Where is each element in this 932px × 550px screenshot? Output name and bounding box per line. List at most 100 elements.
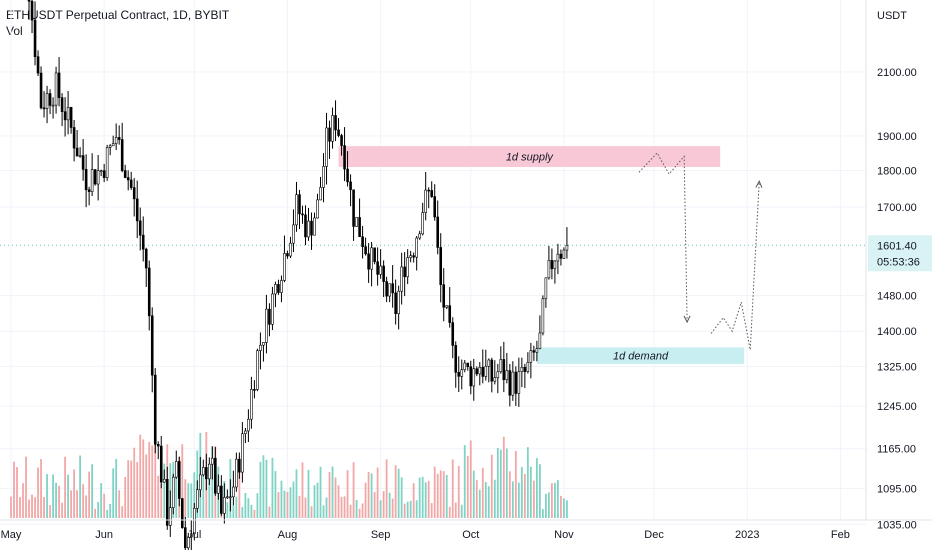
price-tick-label: 1095.00 xyxy=(877,483,917,495)
volume-bar xyxy=(316,482,319,518)
projection-arrowhead xyxy=(683,315,691,324)
candle-body xyxy=(544,277,548,300)
candle-body xyxy=(138,220,142,236)
supply-zone-label: 1d supply xyxy=(506,152,555,164)
volume-bar xyxy=(292,481,295,518)
candle-body xyxy=(406,257,409,278)
candle-body xyxy=(84,169,88,191)
volume-bar xyxy=(551,483,553,518)
volume-bar xyxy=(175,476,178,518)
volume-bar xyxy=(385,459,388,518)
volume-bar xyxy=(511,481,514,518)
volume-bar xyxy=(460,504,463,518)
volume-bar xyxy=(187,483,190,518)
candle-body xyxy=(66,107,70,121)
volume-bar xyxy=(388,492,391,518)
volume-bar xyxy=(79,455,82,518)
candle-body xyxy=(123,170,127,178)
volume-bar xyxy=(535,458,538,518)
volume-bar xyxy=(31,494,33,518)
volume-bar xyxy=(157,475,160,518)
candle-body xyxy=(120,139,124,171)
time-axis[interactable]: May Jun Jul Aug Sep Oct Nov Dec 2023 Feb xyxy=(1,529,850,541)
volume-bar xyxy=(115,458,118,518)
volume-bar xyxy=(463,445,466,518)
candle-body xyxy=(244,430,247,435)
candle-body xyxy=(63,111,67,121)
candle-body xyxy=(36,56,40,74)
candle-body xyxy=(508,370,512,396)
chart-header: ETHUSDT Perpetual Contract, 1D, BYBIT Vo… xyxy=(6,7,229,39)
candle-body xyxy=(190,533,193,538)
demand-zone[interactable] xyxy=(536,347,745,365)
candle-body xyxy=(487,359,491,367)
volume-bar xyxy=(430,503,433,518)
time-tick-label: Nov xyxy=(554,529,574,541)
candle-body xyxy=(226,496,229,499)
candle-body xyxy=(262,342,265,346)
candle-body xyxy=(463,362,467,371)
candle-body xyxy=(526,362,530,372)
volume-bar xyxy=(40,459,42,518)
volume-bar xyxy=(310,506,313,518)
volume-bar xyxy=(403,503,406,518)
candle-body xyxy=(442,284,446,308)
candle-body xyxy=(105,147,109,178)
volume-bar xyxy=(454,502,457,518)
candle-body xyxy=(319,187,322,201)
volume-bar xyxy=(397,468,400,518)
supply-zone[interactable] xyxy=(338,146,721,167)
candle-body xyxy=(340,135,343,146)
price-axis[interactable]: USDT 1035.00 1095.00 1165.00 1245.00 1325.00… xyxy=(877,10,917,531)
candle-body xyxy=(313,217,316,236)
volume-bar xyxy=(286,491,289,518)
volume-bar xyxy=(85,495,88,518)
price-tick-label: 1700.00 xyxy=(877,202,917,214)
volume-bar xyxy=(331,466,334,518)
volume-bar xyxy=(514,451,517,518)
candle-body xyxy=(400,266,403,292)
candle-body xyxy=(102,170,106,178)
volume-bar xyxy=(265,459,268,518)
candle-body xyxy=(229,496,232,499)
volume-bar xyxy=(508,471,511,518)
volume-bar xyxy=(103,493,106,518)
candle-body xyxy=(427,189,430,192)
candle-body xyxy=(90,169,94,192)
volume-bar xyxy=(130,460,133,518)
volume-bar xyxy=(442,471,445,518)
candle-body xyxy=(532,350,536,353)
candle-body xyxy=(295,194,298,226)
volume-bar xyxy=(457,465,460,518)
candle-body xyxy=(439,247,443,285)
candle-body xyxy=(496,371,500,378)
candle-body xyxy=(39,72,43,109)
volume-bar xyxy=(88,471,91,518)
volume-bar xyxy=(490,454,493,518)
volume-bar xyxy=(127,460,130,518)
candle-body xyxy=(42,107,46,110)
volume-bar xyxy=(253,509,256,518)
candle-body xyxy=(307,220,310,238)
candle-body xyxy=(331,115,334,142)
candle-body xyxy=(553,260,557,270)
bar-countdown: 05:53:36 xyxy=(877,256,920,268)
volume-bar xyxy=(517,482,520,518)
candle-body xyxy=(135,198,139,222)
volume-bar xyxy=(58,485,60,518)
candle-body xyxy=(117,137,121,140)
candle-body xyxy=(147,267,151,317)
volume-bar xyxy=(418,477,421,518)
volume-bar xyxy=(560,495,562,518)
candle-body xyxy=(126,177,130,181)
candle-body xyxy=(81,155,85,170)
volume-bar xyxy=(340,496,343,518)
candle-body xyxy=(214,457,217,494)
candle-body xyxy=(322,166,325,188)
candle-body xyxy=(376,261,379,275)
candle-body xyxy=(433,196,437,218)
volume-bar xyxy=(337,485,340,518)
volume-bar xyxy=(313,485,316,518)
